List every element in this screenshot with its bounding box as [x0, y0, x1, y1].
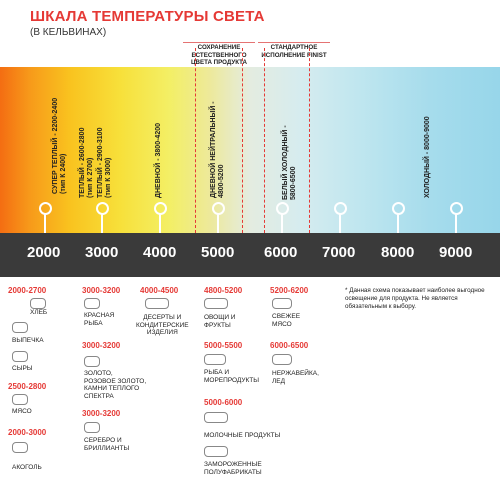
spectrum-label-cool-white: БЕЛЫЙ ХОЛОДНЫЙ - 5800-6500	[282, 125, 297, 200]
spectrum-label-neutral: ДНЕВНОЙ НЕЙТРАЛЬНЫЙ - 4800-5200	[210, 101, 225, 198]
cheese-icon	[12, 351, 28, 362]
natural-dash-left	[195, 48, 196, 233]
category-range: 2500-2800	[8, 382, 47, 391]
category-range: 6000-6500	[270, 341, 309, 350]
marker-stem	[101, 214, 103, 233]
frozen-icon	[204, 446, 228, 457]
category-label: ЗАМОРОЖЕННЫЕ ПОЛУФАБРИКАТЫ	[204, 461, 262, 476]
meat-icon	[12, 394, 28, 405]
kelvin-7000: 7000	[322, 244, 356, 261]
diamond-icon	[84, 422, 100, 433]
category-label: АКОГОЛЬ	[12, 464, 42, 471]
marker-7000	[334, 202, 347, 215]
category-range: 2000-3000	[8, 428, 47, 437]
kelvin-8000: 8000	[381, 244, 415, 261]
marker-stem	[217, 214, 219, 233]
category-range: 4000-4500	[140, 286, 179, 295]
bread-icon	[30, 298, 46, 309]
finist-dash-left	[264, 48, 265, 233]
category-label: ДЕСЕРТЫ И КОНДИТЕРСКИЕ ИЗДЕЛИЯ	[136, 314, 189, 336]
ring-icon	[84, 356, 100, 367]
category-range: 2000-2700	[8, 286, 47, 295]
fish-icon	[84, 298, 100, 309]
marker-8000	[392, 202, 405, 215]
note-natural-underline	[183, 42, 255, 43]
color-spectrum	[0, 67, 500, 233]
category-range: 3000-3200	[82, 341, 121, 350]
spectrum-label-warm-3000: ТЕПЛЫЙ - 2900-3100 (тип К 3000)	[97, 127, 112, 198]
natural-dash-right	[242, 48, 243, 233]
category-label: ВЫПЕЧКА	[12, 337, 44, 344]
pastry-icon	[12, 322, 28, 333]
category-label: КРАСНАЯ РЫБА	[84, 312, 115, 327]
note-natural-box	[183, 38, 255, 66]
kelvin-9000: 9000	[439, 244, 473, 261]
category-range: 5000-5500	[204, 341, 243, 350]
marker-9000	[450, 202, 463, 215]
marker-5000	[212, 202, 225, 215]
category-label: РЫБА И МОРЕПРОДУКТЫ	[204, 369, 260, 384]
marker-stem	[44, 214, 46, 233]
category-label: СЫРЫ	[12, 365, 33, 372]
fresh-meat-icon	[272, 298, 292, 309]
note-finist-box	[258, 38, 330, 66]
marker-stem	[397, 214, 399, 233]
category-range: 4800-5200	[204, 286, 243, 295]
marker-stem	[281, 214, 283, 233]
marker-stem	[339, 214, 341, 233]
category-label: ОВОЩИ И ФРУКТЫ	[204, 314, 236, 329]
kelvin-scale-band	[0, 233, 500, 277]
milk-icon	[204, 412, 228, 423]
category-label: НЕРЖАВЕЙКА, ЛЕД	[272, 370, 319, 385]
spectrum-label-cold: ХОЛОДНЫЙ - 8000-9000	[424, 116, 431, 198]
bottle-icon	[12, 442, 28, 453]
kelvin-5000: 5000	[201, 244, 235, 261]
spectrum-label-super-warm: СУПЕР ТЕПЛЫЙ - 2200-2400 (тип К 2400)	[52, 97, 67, 194]
kelvin-4000: 4000	[143, 244, 177, 261]
category-range: 5200-6200	[270, 286, 309, 295]
category-label: ЗОЛОТО, РОЗОВОЕ ЗОЛОТО, КАМНИ ТЕПЛОГО СП…	[84, 370, 147, 400]
note-finist: СТАНДАРТНОЕ ИСПОЛНЕНИЕ FINIST	[261, 44, 327, 59]
cake-icon	[145, 298, 169, 309]
kelvin-6000: 6000	[264, 244, 298, 261]
spectrum-label-warm-2700: ТЕПЛЫЙ - 2600-2800 (тип К 2700)	[79, 127, 94, 198]
finist-dash-right	[309, 48, 310, 233]
category-range: 3000-3200	[82, 409, 121, 418]
note-finist-underline	[258, 42, 330, 43]
vegetables-icon	[204, 298, 228, 309]
kelvin-2000: 2000	[27, 244, 61, 261]
marker-6000	[276, 202, 289, 215]
disclaimer: * Данная схема показывает наиболее выгод…	[345, 287, 485, 310]
category-label: СЕРЕБРО И БРИЛЛИАНТЫ	[84, 437, 130, 452]
kelvin-3000: 3000	[85, 244, 119, 261]
category-range: 5000-6000	[204, 398, 243, 407]
page-title: ШКАЛА ТЕМПЕРАТУРЫ СВЕТА	[30, 8, 265, 25]
marker-4000	[154, 202, 167, 215]
seafood-icon	[204, 354, 226, 365]
category-label: ХЛЕБ	[30, 309, 48, 316]
marker-2000	[39, 202, 52, 215]
category-label: СВЕЖЕЕ МЯСО	[272, 313, 301, 328]
cutlery-icon	[272, 354, 292, 365]
page-subtitle: (В КЕЛЬВИНАХ)	[30, 27, 107, 38]
note-natural: СОХРАНЕНИЕ ЕСТЕСТВЕННОГО ЦВЕТА ПРОДУКТА	[190, 44, 248, 66]
spectrum-label-daylight: ДНЕВНОЙ - 3800-4200	[155, 123, 162, 198]
marker-3000	[96, 202, 109, 215]
category-label: МОЛОЧНЫЕ ПРОДУКТЫ	[204, 432, 281, 439]
category-label: МЯСО	[12, 408, 32, 415]
marker-stem	[159, 214, 161, 233]
category-range: 3000-3200	[82, 286, 121, 295]
marker-stem	[455, 214, 457, 233]
